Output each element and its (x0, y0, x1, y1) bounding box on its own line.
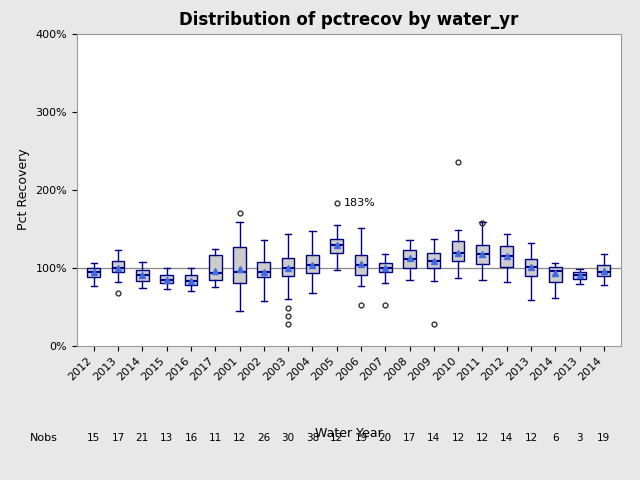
PathPatch shape (161, 275, 173, 283)
PathPatch shape (452, 241, 465, 261)
PathPatch shape (184, 276, 197, 285)
PathPatch shape (403, 250, 416, 268)
PathPatch shape (330, 239, 343, 253)
Title: Distribution of pctrecov by water_yr: Distribution of pctrecov by water_yr (179, 11, 518, 29)
Text: 19: 19 (597, 433, 611, 443)
PathPatch shape (88, 268, 100, 277)
PathPatch shape (257, 262, 270, 277)
Text: 6: 6 (552, 433, 559, 443)
Text: 21: 21 (136, 433, 149, 443)
PathPatch shape (525, 259, 537, 276)
Text: 17: 17 (111, 433, 125, 443)
Text: 14: 14 (427, 433, 440, 443)
PathPatch shape (209, 255, 221, 280)
Text: 183%: 183% (344, 198, 376, 208)
Text: 17: 17 (403, 433, 416, 443)
Text: 12: 12 (330, 433, 343, 443)
PathPatch shape (233, 247, 246, 283)
Text: 12: 12 (524, 433, 538, 443)
Text: 12: 12 (233, 433, 246, 443)
Text: Nobs: Nobs (29, 433, 58, 443)
Text: 38: 38 (306, 433, 319, 443)
Text: 3: 3 (576, 433, 583, 443)
Text: 20: 20 (379, 433, 392, 443)
Text: 26: 26 (257, 433, 271, 443)
PathPatch shape (476, 245, 489, 264)
PathPatch shape (355, 255, 367, 275)
PathPatch shape (379, 263, 392, 272)
PathPatch shape (549, 267, 561, 282)
PathPatch shape (282, 258, 294, 276)
Text: 14: 14 (500, 433, 513, 443)
PathPatch shape (573, 272, 586, 279)
PathPatch shape (112, 261, 124, 272)
PathPatch shape (428, 253, 440, 268)
Text: 11: 11 (209, 433, 222, 443)
Text: 19: 19 (355, 433, 367, 443)
Text: 16: 16 (184, 433, 198, 443)
Y-axis label: Pct Recovery: Pct Recovery (17, 149, 30, 230)
PathPatch shape (500, 246, 513, 267)
PathPatch shape (136, 270, 148, 281)
Text: 15: 15 (87, 433, 100, 443)
X-axis label: Water Year: Water Year (315, 427, 383, 440)
PathPatch shape (598, 265, 610, 276)
Text: 12: 12 (451, 433, 465, 443)
Text: 30: 30 (282, 433, 294, 443)
Text: 12: 12 (476, 433, 489, 443)
Text: 13: 13 (160, 433, 173, 443)
PathPatch shape (306, 255, 319, 273)
